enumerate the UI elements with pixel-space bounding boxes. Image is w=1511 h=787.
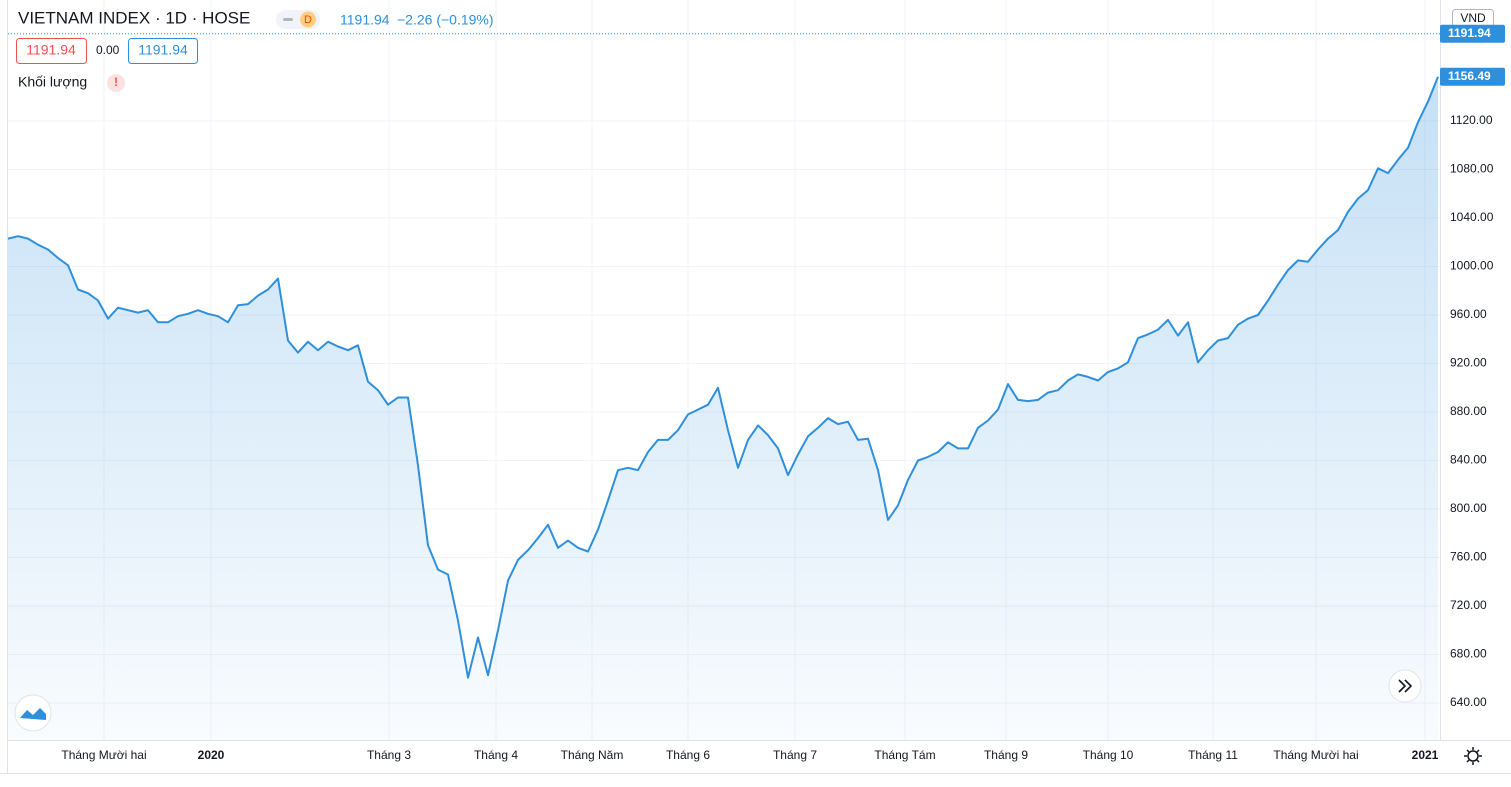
y-tick-label: 1120.00 — [1450, 113, 1493, 127]
currency: VND — [1460, 11, 1486, 25]
price-label-box — [1440, 24, 1505, 43]
y-tick-label: 800.00 — [1450, 501, 1487, 515]
x-tick-label: Tháng 10 — [1083, 748, 1134, 762]
settings-icon[interactable] — [1464, 747, 1482, 765]
price-label-box — [1440, 67, 1505, 86]
x-tick-label: 2021 — [1412, 748, 1439, 762]
legend-box — [16, 38, 87, 64]
plot — [7, 33, 1440, 741]
logo[interactable] — [14, 694, 52, 732]
y-tick-label: 920.00 — [1450, 356, 1487, 370]
price-change: −2.26 (−0.19%) — [397, 12, 494, 28]
x-tick-label: 2020 — [198, 748, 225, 762]
price-label: 1191.94 — [1448, 26, 1491, 40]
x-tick-label: Tháng Năm — [561, 748, 624, 762]
x-tick-label: Tháng 9 — [984, 748, 1028, 762]
y-tick-label: 680.00 — [1450, 647, 1487, 661]
warning-icon[interactable] — [107, 74, 125, 92]
y-tick-label: 760.00 — [1450, 550, 1487, 564]
legend-value: 1191.94 — [26, 42, 76, 58]
y-tick-label: 720.00 — [1450, 598, 1487, 612]
x-tick-label: Tháng 3 — [367, 748, 411, 762]
x-tick-label: Tháng 4 — [474, 748, 518, 762]
logo-icon — [20, 708, 46, 720]
x-tick-label: Tháng Tám — [874, 748, 935, 762]
price: 1191.94 — [340, 12, 390, 28]
warning-text: ! — [114, 75, 118, 89]
y-tick-label: 840.00 — [1450, 453, 1487, 467]
price-label: 1156.49 — [1448, 69, 1491, 83]
legend-value: 0.00 — [96, 43, 120, 57]
y-tick-label: 1040.00 — [1450, 210, 1494, 224]
chart-title: VIETNAM INDEX · 1D · HOSE — [18, 8, 250, 27]
gear-teeth — [1464, 747, 1482, 765]
badge-dash — [283, 18, 293, 21]
volume-label: Khối lượng — [18, 74, 87, 90]
badge-dot — [300, 11, 316, 28]
x-tick-label: Tháng 6 — [666, 748, 710, 762]
x-tick-label: Tháng 7 — [773, 748, 817, 762]
y-tick-label: 640.00 — [1450, 695, 1487, 709]
line — [7, 76, 1439, 679]
y-tick-label: 1000.00 — [1450, 259, 1494, 273]
scroll-icon — [1398, 679, 1413, 693]
y-tick-label: 1080.00 — [1450, 162, 1494, 176]
x-tick-label: Tháng Mười hai — [61, 748, 146, 762]
interval-badge: D — [304, 14, 312, 26]
y-tick-label: 960.00 — [1450, 307, 1487, 321]
gear — [1467, 750, 1479, 762]
legend-box — [128, 38, 198, 64]
area — [8, 76, 1438, 741]
y-tick-label: 880.00 — [1450, 404, 1487, 418]
legend-value: 1191.94 — [138, 42, 188, 58]
x-tick-label: Tháng 11 — [1188, 748, 1238, 762]
x-tick-label: Tháng Mười hai — [1273, 748, 1358, 762]
